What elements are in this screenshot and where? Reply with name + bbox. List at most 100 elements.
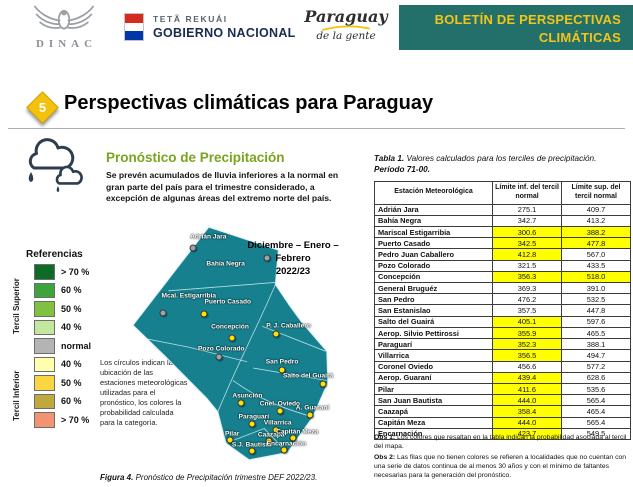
figure-caption: Figura 4. Pronóstico de Precipitación tr… — [100, 473, 317, 482]
station-name-cell: Pedro Juan Caballero — [374, 248, 493, 261]
limit-sup-cell: 388.1 — [561, 338, 631, 351]
limit-inf-cell: 411.6 — [492, 382, 562, 396]
legend-item: 50 % — [34, 375, 91, 391]
table-row: Adrián Jara 275.1 409.7 — [374, 203, 631, 216]
legend-swatch — [34, 393, 55, 409]
limit-sup-cell: 465.4 — [561, 405, 631, 418]
legend-swatch — [34, 375, 55, 391]
legend-item-label: 50 % — [61, 377, 82, 388]
table-title-period: Período 71-00. — [374, 165, 430, 175]
limit-inf-cell: 439.4 — [492, 371, 562, 385]
station-dot — [237, 399, 245, 407]
legend-item: > 70 % — [34, 412, 91, 428]
station-dot — [306, 411, 314, 419]
station-label: Villarrica — [263, 419, 292, 427]
table-title-rest: Valores calculados para los terciles de … — [404, 154, 597, 163]
station-dot — [189, 244, 197, 252]
station-dot — [248, 420, 256, 428]
col-limit-sup: Límite sup. del tercil normal — [561, 181, 631, 205]
col-station: Estación Meteorológica — [374, 181, 493, 205]
station-name-cell: Paraguarí — [374, 338, 493, 351]
limit-sup-cell: 532.5 — [561, 293, 631, 306]
limit-sup-cell: 518.0 — [561, 270, 631, 284]
limit-inf-cell: 476.2 — [492, 293, 562, 306]
station-dot — [265, 437, 273, 445]
figure-caption-text: Pronóstico de Precipitación trimestre DE… — [133, 473, 318, 482]
table-row: Mariscal Estigarribia 300.6 388.2 — [374, 225, 631, 239]
table-row: Puerto Casado 342.5 477.8 — [374, 237, 631, 250]
obs2-text: Las filas que no tienen colores se refie… — [374, 453, 627, 479]
legend-item: 40 % — [34, 356, 91, 372]
legend-swatch — [34, 282, 55, 298]
limit-sup-cell: 388.2 — [561, 225, 631, 239]
swoosh-underline-icon — [322, 25, 370, 31]
legend-item-label: normal — [61, 340, 92, 351]
legend-item-label: 60 % — [61, 396, 82, 407]
station-label: Mcal. Estigarribia — [161, 292, 217, 300]
limit-inf-cell: 405.1 — [492, 315, 562, 328]
paraguay-de-la-gente-logo: Paraguay de la gente — [300, 7, 392, 42]
banner-line1: BOLETÍN DE PERSPECTIVAS — [434, 12, 621, 27]
station-dot — [248, 447, 256, 455]
obs1-text: Los colores que resaltan en la tabla ind… — [374, 434, 627, 450]
tercil-superior-label: Tercil Superior — [12, 278, 21, 334]
station-dot — [280, 446, 288, 454]
station-label: P. J. Caballero — [266, 322, 311, 330]
limit-sup-cell: 391.0 — [561, 282, 631, 295]
limit-inf-cell: 355.9 — [492, 326, 562, 340]
government-text: TETÃ REKUÁI GOBIERNO NACIONAL — [153, 14, 296, 40]
station-layer: Adrián Jara Bahía Negra Mcal. Estigarribia… — [128, 224, 345, 464]
table-row: Villarrica 356.5 494.7 — [374, 349, 631, 362]
station-label: Bahía Negra — [206, 260, 245, 268]
period-line1: Diciembre – Enero – Febrero — [247, 240, 339, 264]
table-row: Encarnación 423.7 549.5 — [374, 427, 631, 441]
station-dot — [272, 330, 280, 338]
dinac-wordmark: DINAC — [35, 38, 98, 50]
limit-sup-cell: 535.6 — [561, 382, 631, 396]
table-row: Pozo Colorado 321.5 433.5 — [374, 259, 631, 272]
paraguay-map: Adrián Jara Bahía Negra Mcal. Estigarribia… — [128, 224, 345, 464]
obs1: Obs 1: Los colores que resaltan en la ta… — [374, 434, 630, 452]
station-label: San Pedro — [265, 358, 299, 366]
limit-sup-cell: 565.4 — [561, 416, 631, 429]
station-name-cell: San Estanislao — [374, 304, 493, 317]
table-row: Capitán Meza 444.0 565.4 — [374, 416, 631, 429]
station-name-cell: Salto del Guairá — [374, 315, 493, 328]
gov-line1: TETÃ REKUÁI — [153, 14, 228, 24]
limit-inf-cell: 369.3 — [492, 282, 562, 295]
limit-sup-cell: 465.5 — [561, 326, 631, 340]
obs2-label: Obs 2: — [374, 453, 396, 461]
table-row: Concepción 356.3 518.0 — [374, 270, 631, 284]
limit-inf-cell: 352.3 — [492, 338, 562, 351]
legend-swatch — [34, 264, 55, 280]
probability-legend: > 70 % 60 % 50 % 40 % normal 40 % 50 % 60 % > 70… — [34, 264, 91, 431]
station-name-cell: Caazapá — [374, 405, 493, 418]
table-row: San Juan Bautista 444.0 565.4 — [374, 394, 631, 407]
paraguay-map-shape — [132, 226, 329, 461]
station-label: Asunción — [232, 392, 263, 400]
legend-item-label: > 70 % — [61, 266, 90, 277]
limit-inf-cell: 456.6 — [492, 360, 562, 373]
banner-line2: CLIMÁTICAS — [538, 30, 621, 46]
limit-inf-cell: 342.7 — [492, 214, 562, 227]
station-label: A. Guaraní — [295, 404, 330, 412]
station-name-cell: Adrián Jara — [374, 203, 493, 216]
station-label: Salto del Guairá — [283, 372, 334, 380]
station-dot — [228, 334, 236, 342]
table-title: Tabla 1. Valores calculados para los ter… — [374, 153, 630, 176]
script-line1: Paraguay — [304, 7, 388, 26]
department-borders — [146, 282, 327, 453]
limit-sup-cell: 565.4 — [561, 394, 631, 407]
script-line2: de la gente — [316, 30, 376, 42]
station-name-cell: Villarrica — [374, 349, 493, 362]
station-dot — [278, 366, 286, 374]
station-label: Caazapá — [257, 431, 285, 439]
limit-inf-cell: 275.1 — [492, 203, 562, 216]
legend-item-label: 40 % — [61, 322, 82, 333]
limit-sup-cell: 494.7 — [561, 349, 631, 362]
station-name-cell: San Pedro — [374, 293, 493, 306]
station-name-cell: Bahía Negra — [374, 214, 493, 227]
station-dot — [319, 380, 327, 388]
station-name-cell: Mariscal Estigarribia — [374, 225, 493, 239]
